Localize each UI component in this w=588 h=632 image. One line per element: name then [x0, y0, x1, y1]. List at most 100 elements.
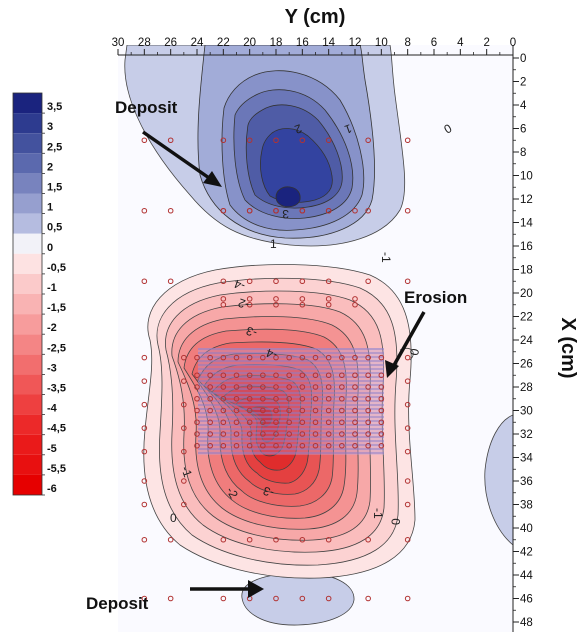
measurement-point: [246, 278, 253, 285]
measurement-point: [141, 425, 148, 431]
y-tick-label: 42: [520, 547, 533, 559]
measurement-point: [404, 478, 411, 484]
annotation-deposit-top: Deposit: [115, 98, 178, 117]
colorbar: 3,5 3 2,5 2 1,5 1 0,5 0 -0,5 -1 -1,5 -2 -2,5 -3 -3,5 -4…: [12, 92, 66, 496]
y-tick-label: 34: [520, 453, 533, 465]
measurement-point: [273, 207, 279, 214]
contour-label: 0: [407, 347, 422, 356]
measurement-point: [286, 354, 292, 361]
measurement-point: [273, 137, 279, 144]
measurement-point: [207, 419, 213, 426]
measurement-point: [220, 442, 227, 449]
measurement-point: [286, 431, 292, 437]
colorbar-swatch: [13, 434, 42, 455]
measurement-point: [339, 431, 345, 437]
hatched-region: [198, 348, 384, 455]
y-tick-label: 24: [520, 335, 533, 347]
measurement-point: [404, 595, 411, 602]
measurement-point: [312, 419, 319, 426]
colorbar-label: -4,5: [47, 423, 66, 435]
measurement-point: [246, 354, 253, 361]
measurement-point: [286, 372, 292, 379]
measurement-point: [194, 354, 200, 361]
measurement-point: [220, 536, 227, 543]
contour-label: -3: [244, 323, 259, 340]
measurement-point: [325, 296, 332, 302]
measurement-point: [325, 207, 332, 214]
colorbar-swatch: [13, 153, 42, 174]
measurement-point: [220, 296, 227, 302]
colorbar-label: 1: [47, 202, 53, 214]
contour-label: 2: [292, 121, 303, 137]
colorbar-swatch: [13, 414, 42, 435]
colorbar-swatch: [13, 294, 42, 315]
measurement-point: [325, 595, 332, 602]
x-tick-label: 20: [243, 37, 256, 49]
measurement-point: [273, 395, 279, 402]
colorbar-label: 1,5: [47, 182, 62, 194]
measurement-point: [352, 354, 358, 361]
colorbar-label: -1,5: [47, 302, 66, 314]
measurement-point: [365, 207, 371, 214]
measurement-point: [141, 378, 148, 384]
measurement-point: [141, 401, 148, 408]
x-axis-title: Y (cm): [285, 6, 346, 28]
measurement-point: [312, 407, 319, 414]
x-tick-label: 8: [404, 37, 410, 49]
measurement-point: [246, 536, 253, 543]
measurement-point: [286, 395, 292, 402]
colorbar-label: 3: [47, 121, 53, 133]
measurement-point: [207, 431, 213, 437]
contour-label: -3: [261, 483, 276, 500]
measurement-point: [141, 354, 148, 361]
measurement-point: [312, 354, 319, 361]
x-axis-ticks: 30 28 26 24 22 20 18 16 14 12 10 8 6 4 2 0: [112, 37, 516, 55]
measurement-point: [220, 407, 227, 414]
measurement-point: [312, 372, 319, 379]
measurement-point: [233, 407, 240, 414]
colorbar-swatch: [13, 133, 42, 154]
y-tick-label: 28: [520, 382, 533, 394]
measurement-point: [207, 395, 213, 402]
measurement-point: [260, 395, 266, 402]
colorbar-label: -3: [47, 362, 57, 374]
y-tick-label: 44: [520, 570, 533, 582]
y-tick-label: 20: [520, 288, 533, 300]
x-tick-label: 24: [191, 37, 204, 49]
measurement-point: [246, 301, 253, 308]
contour-label: 0: [170, 511, 177, 525]
measurement-point: [299, 137, 306, 144]
measurement-point: [404, 354, 411, 361]
measurement-point: [273, 296, 279, 302]
measurement-point: [339, 407, 345, 414]
measurement-point: [299, 536, 306, 543]
measurement-point: [273, 354, 279, 361]
measurement-point: [365, 395, 371, 402]
measurement-point: [286, 442, 292, 449]
arrow-erosion-head: [385, 360, 399, 378]
y-tick-label: 40: [520, 523, 533, 535]
measurement-point: [339, 384, 345, 390]
measurement-point: [273, 442, 279, 449]
measurement-point: [352, 395, 358, 402]
measurement-point: [233, 372, 240, 379]
measurement-point: [339, 419, 345, 426]
measurement-point: [141, 595, 148, 602]
measurement-point: [220, 354, 227, 361]
measurement-point: [365, 431, 371, 437]
y-tick-label: 0: [520, 53, 526, 65]
measurement-point: [220, 419, 227, 426]
measurement-point: [299, 395, 306, 402]
y-tick-label: 10: [520, 171, 533, 183]
measurement-point: [312, 395, 319, 402]
colorbar-swatch: [13, 454, 42, 475]
measurement-point: [220, 372, 227, 379]
measurement-point: [404, 501, 411, 508]
measurement-point: [339, 395, 345, 402]
y-tick-label: 14: [520, 218, 533, 230]
measurement-point: [260, 431, 266, 437]
y-tick-label: 16: [520, 241, 533, 253]
measurement-point: [207, 407, 213, 414]
measurement-point: [365, 354, 371, 361]
measurement-point: [365, 407, 371, 414]
